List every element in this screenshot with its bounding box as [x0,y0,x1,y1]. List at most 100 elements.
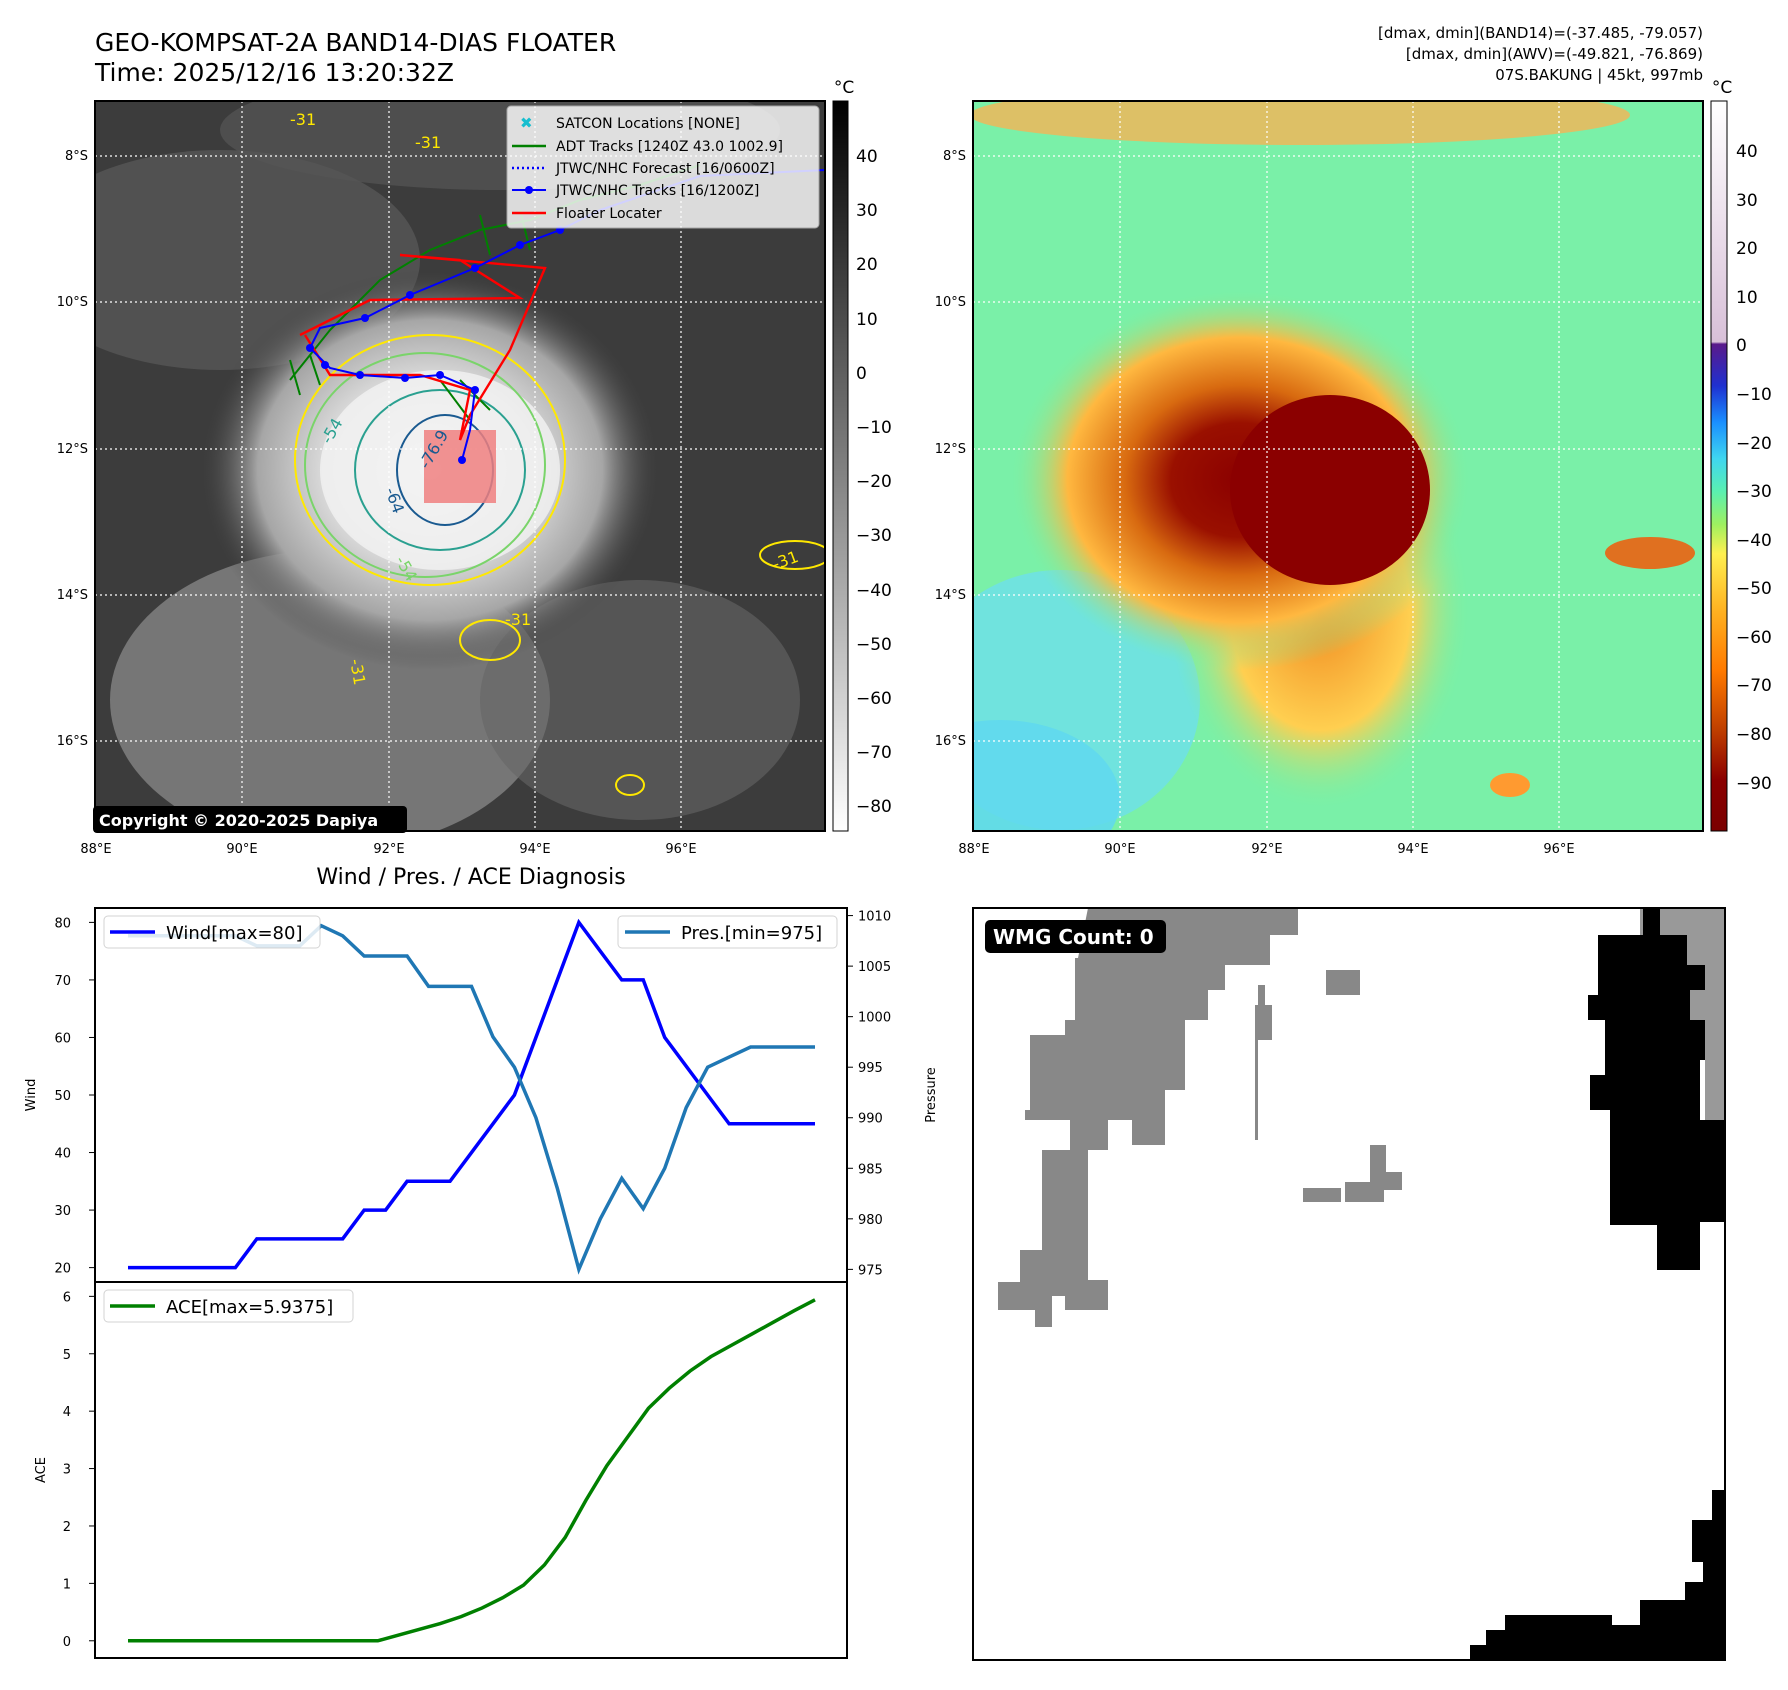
pressure-legend-label: Pres.[min=975] [681,923,822,944]
lon-label: 96°E [1543,842,1574,857]
ace-tick-label: 6 [63,1290,71,1305]
wmg-count-badge [985,920,1166,953]
color-colorbar-unit: °C [1712,78,1732,98]
wmg-gray-region [1255,985,1272,1140]
ace-tick-label: 0 [63,1635,71,1650]
colorbar-tick: 40 [856,147,878,167]
floater-locater-track [299,253,547,441]
awv-stats: [dmax, dmin](AWV)=(-49.821, -76.869) [1406,45,1703,63]
legend-tracks-marker [525,186,533,194]
wind-tick-label: 20 [54,1262,71,1277]
lon-label: 88°E [958,842,989,857]
ir-colorbar-ticks: 40 30 20 10 0 −10 −20 −30 −40 −50 −60 −7… [856,147,892,817]
colorbar-tick: 0 [856,364,867,384]
colorbar-tick: −40 [1736,531,1772,551]
pressure-axis-label: Pressure [924,1067,939,1123]
wmg-gray-region [1345,1145,1402,1202]
lat-label: 10°S [57,295,88,310]
ace-tick-label: 3 [63,1463,71,1478]
colorbar-tick: −70 [856,743,892,763]
pressure-tick-label: 995 [858,1061,883,1076]
band14-stats: [dmax, dmin](BAND14)=(-37.485, -79.057) [1378,24,1703,42]
ir-frame [94,100,826,832]
lat-label: 16°S [57,734,88,749]
color-colorbar [1710,100,1728,832]
wmg-count-text: WMG Count: 0 [993,925,1154,949]
colorbar-tick: −40 [856,581,892,601]
colorbar-tick: −30 [856,526,892,546]
contour-teal [354,389,526,551]
wind-chart-frame [94,907,848,1283]
colorbar-tick: 10 [1736,288,1758,308]
colorbar-tick: −10 [856,418,892,438]
colorbar-tick: −50 [856,635,892,655]
colorbar-tick: −80 [856,797,892,817]
color-cold-region [973,720,1120,831]
contour-green [304,352,546,578]
colorbar-tick: −90 [1736,774,1772,794]
lon-label: 94°E [1397,842,1428,857]
color-band [973,101,1630,145]
legend-satcon: SATCON Locations [NONE] [556,116,740,132]
legend-forecast: JTWC/NHC Forecast [16/0600Z] [555,161,775,177]
color-lon-labels: 88°E 90°E 92°E 94°E 96°E [958,842,1574,857]
wind-tick-label: 40 [54,1147,71,1162]
title-line-1: GEO-KOMPSAT-2A BAND14-DIAS FLOATER [95,28,616,57]
wind-axis-label: Wind [24,1079,39,1112]
colorbar-tick: −20 [856,472,892,492]
colorbar-tick: 20 [1736,239,1758,259]
lon-label: 88°E [80,842,111,857]
contour-label: -31 [346,657,369,686]
pressure-y-ticks: 975 980 985 990 995 1000 1005 1010 [847,910,891,1278]
pressure-tick-label: 1005 [858,960,891,975]
colorbar-tick: −60 [1736,628,1772,648]
colorbar-tick: 30 [856,201,878,221]
pressure-tick-label: 990 [858,1112,883,1127]
contour-yellow [294,334,566,586]
storm-info: 07S.BAKUNG | 45kt, 997mb [1495,66,1703,84]
wmg-panel: WMG Count: 0 [972,907,1726,1661]
color-colorbar-ticks: 40 30 20 10 0 −10 −20 −30 −40 −50 −60 −7… [1736,142,1772,794]
wind-pressure-chart: Wind Pressure 20 30 40 50 60 70 80 975 980 985 99… [24,907,939,1283]
lon-label: 94°E [519,842,550,857]
colorbar-tick: −50 [1736,579,1772,599]
lon-label: 92°E [373,842,404,857]
legend-floater: Floater Locater [556,206,662,222]
jtwc-track-points [306,226,564,464]
colorbar-tick: 0 [1736,336,1747,356]
ace-chart-frame [94,1281,848,1659]
colorbar-tick: 30 [1736,191,1758,211]
color-satellite-panel: 8°S 10°S 12°S 14°S 16°S 88°E 90°E 92°E 9… [935,78,1772,857]
lat-label: 10°S [935,295,966,310]
contour-yellow [759,540,825,570]
colorbar-tick: −10 [1736,385,1772,405]
wmg-black-region [1470,1490,1725,1660]
wind-legend-label: Wind[max=80] [166,923,303,944]
colorbar-tick: −80 [1736,725,1772,745]
copyright-badge [93,806,407,833]
lon-label: 92°E [1251,842,1282,857]
legend-adt: ADT Tracks [1240Z 43.0 1002.9] [556,139,783,155]
lat-label: 12°S [57,442,88,457]
ir-colorbar [832,100,849,832]
ace-tick-label: 5 [63,1348,71,1363]
ace-axis-label: ACE [34,1457,49,1483]
colorbar-tick: −60 [856,689,892,709]
legend-tracks: JTWC/NHC Tracks [16/1200Z] [555,183,759,199]
contour-label: -31 [290,110,316,129]
satcon-marker-icon: ✖ [520,114,533,132]
pressure-tick-label: 1000 [858,1011,891,1026]
wmg-gray-region [1326,970,1360,995]
lon-label: 96°E [665,842,696,857]
wind-tick-label: 70 [54,974,71,989]
copyright-text: Copyright © 2020-2025 Dapiya [99,811,378,830]
contour-label: -31 [505,610,531,629]
ace-tick-label: 2 [63,1520,71,1535]
wind-tick-label: 50 [54,1089,71,1104]
colorbar-tick: 40 [1736,142,1758,162]
wind-tick-label: 30 [54,1204,71,1219]
wind-series-line [128,918,815,1270]
ir-lat-labels: 8°S 10°S 12°S 14°S 16°S [57,149,88,749]
ace-legend: ACE[max=5.9375] [103,1289,354,1323]
